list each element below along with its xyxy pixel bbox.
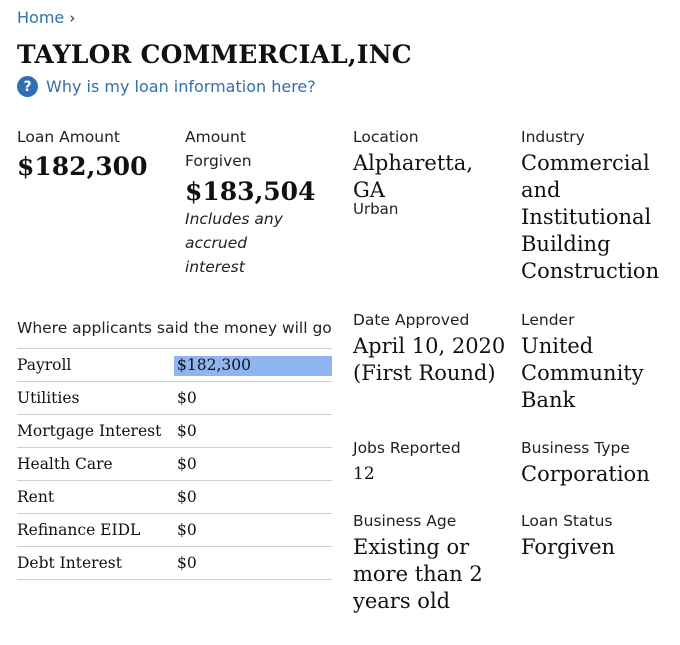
business-age-line: years old xyxy=(353,589,451,613)
spending-category: Debt Interest xyxy=(17,546,174,580)
amount-forgiven-label-line1: Amount xyxy=(185,128,246,146)
spending-table: Payroll $182,300 Utilities $0 Mortgage Inter… xyxy=(17,348,332,580)
industry-line: Institutional xyxy=(521,205,652,229)
spending-category: Utilities xyxy=(17,381,174,415)
amount-forgiven-note-line3: interest xyxy=(185,258,245,276)
breadcrumb-separator: › xyxy=(69,9,76,27)
spending-amount-cell: $0 xyxy=(174,513,332,547)
spending-amount-cell: $0 xyxy=(174,546,332,580)
table-row: Utilities $0 xyxy=(17,381,332,415)
spending-amount-cell: $0 xyxy=(174,414,332,448)
amount-forgiven-label-line2: Forgiven xyxy=(185,152,252,170)
business-type-value: Corporation xyxy=(521,462,650,486)
spending-amount-cell: $0 xyxy=(174,480,332,514)
lender-section: Lender United Community Bank xyxy=(521,308,644,414)
location-section: Location Alpharetta, GA Urban xyxy=(353,125,473,218)
why-loan-info-link[interactable]: Why is my loan information here? xyxy=(46,77,316,96)
loan-amount-label: Loan Amount xyxy=(17,128,121,146)
spending-amount: $182,300 xyxy=(177,356,251,374)
loan-status-label: Loan Status xyxy=(521,512,613,530)
industry-line: Building xyxy=(521,232,611,256)
spending-category: Payroll xyxy=(17,348,174,382)
spending-amount-cell: $182,300 xyxy=(174,348,332,382)
amount-forgiven-note-line1: Includes any xyxy=(185,210,283,228)
spending-heading: Where applicants said the money will go xyxy=(17,319,332,337)
spending-amount: $0 xyxy=(177,389,197,407)
business-age-label: Business Age xyxy=(353,512,457,530)
jobs-section: Jobs Reported 12 xyxy=(353,436,461,488)
location-area: Urban xyxy=(353,200,399,218)
page-title: TAYLOR COMMERCIAL,INC xyxy=(17,40,412,69)
loan-amount-section: Loan Amount $182,300 xyxy=(17,125,147,181)
table-row: Health Care $0 xyxy=(17,447,332,481)
location-label: Location xyxy=(353,128,419,146)
table-row: Debt Interest $0 xyxy=(17,546,332,580)
spending-amount: $0 xyxy=(177,422,197,440)
location-city: Alpharetta, xyxy=(353,151,473,175)
spending-category: Rent xyxy=(17,480,174,514)
loan-amount-value: $182,300 xyxy=(17,152,148,181)
spending-amount: $0 xyxy=(177,455,197,473)
spending-category: Mortgage Interest xyxy=(17,414,174,448)
spending-amount: $0 xyxy=(177,488,197,506)
breadcrumb: Home › xyxy=(17,8,75,27)
date-approved-section: Date Approved April 10, 2020 (First Roun… xyxy=(353,308,505,387)
spending-bar xyxy=(174,356,332,376)
industry-line: Construction xyxy=(521,259,660,283)
breadcrumb-home-link[interactable]: Home xyxy=(17,8,65,27)
industry-label: Industry xyxy=(521,128,585,146)
amount-forgiven-value: $183,504 xyxy=(185,177,316,206)
lender-line: Bank xyxy=(521,388,576,412)
date-approved-value: April 10, 2020 xyxy=(353,334,506,358)
spending-amount: $0 xyxy=(177,521,197,539)
spending-amount-cell: $0 xyxy=(174,381,332,415)
lender-line: United xyxy=(521,334,594,358)
spending-amount: $0 xyxy=(177,554,197,572)
date-approved-round: (First Round) xyxy=(353,361,496,385)
jobs-value: 12 xyxy=(353,464,375,484)
loan-status-section: Loan Status Forgiven xyxy=(521,509,615,561)
table-row: Payroll $182,300 xyxy=(17,348,332,382)
table-row: Rent $0 xyxy=(17,480,332,514)
industry-line: Commercial xyxy=(521,151,650,175)
industry-section: Industry Commercial and Institutional Bu… xyxy=(521,125,659,285)
amount-forgiven-section: Amount Forgiven $183,504 Includes any ac… xyxy=(185,125,315,279)
spending-amount-cell: $0 xyxy=(174,447,332,481)
business-age-line: Existing or xyxy=(353,535,470,559)
table-row: Refinance EIDL $0 xyxy=(17,513,332,547)
industry-line: and xyxy=(521,178,561,202)
spending-section: Where applicants said the money will go … xyxy=(17,319,332,580)
business-age-line: more than 2 xyxy=(353,562,483,586)
help-row[interactable]: ? Why is my loan information here? xyxy=(17,76,316,97)
date-approved-label: Date Approved xyxy=(353,311,470,329)
spending-category: Health Care xyxy=(17,447,174,481)
spending-category: Refinance EIDL xyxy=(17,513,174,547)
question-icon[interactable]: ? xyxy=(17,76,38,97)
table-row: Mortgage Interest $0 xyxy=(17,414,332,448)
loan-status-value: Forgiven xyxy=(521,535,616,559)
jobs-label: Jobs Reported xyxy=(353,439,461,457)
business-type-label: Business Type xyxy=(521,439,630,457)
amount-forgiven-note-line2: accrued xyxy=(185,234,248,252)
business-type-section: Business Type Corporation xyxy=(521,436,650,488)
lender-line: Community xyxy=(521,361,644,385)
lender-label: Lender xyxy=(521,311,575,329)
business-age-section: Business Age Existing or more than 2 yea… xyxy=(353,509,483,615)
location-state: GA xyxy=(353,178,385,202)
